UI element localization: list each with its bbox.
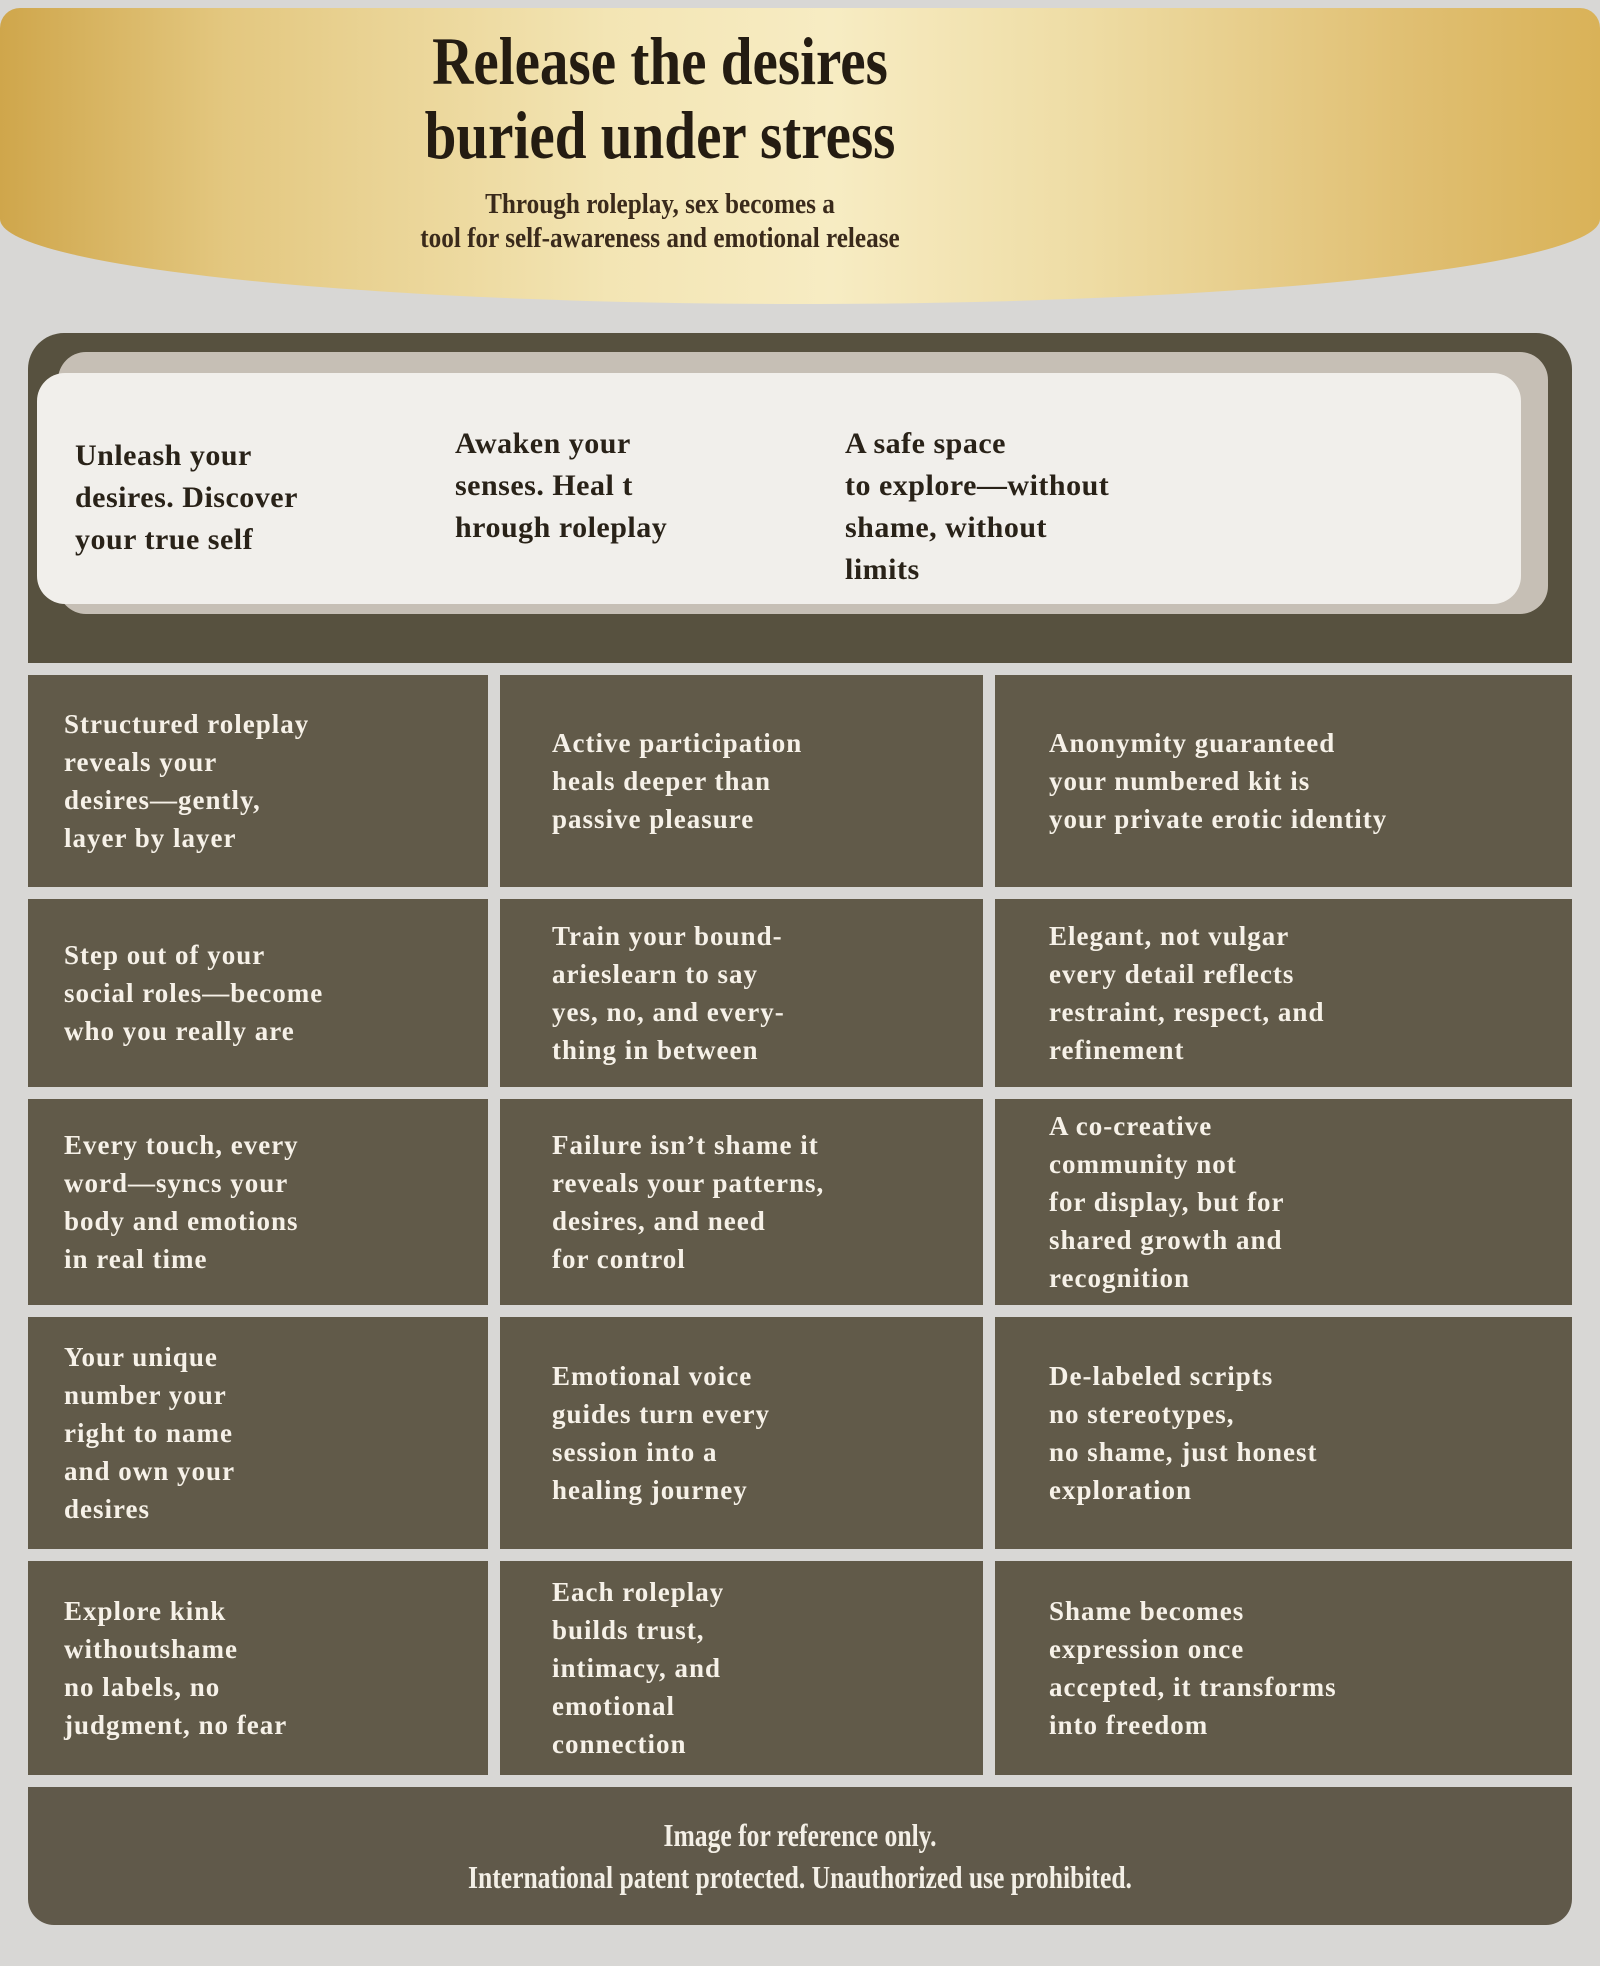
main-content: Unleash your desires. Discover your true… bbox=[28, 333, 1572, 1925]
page-title: Release the desires buried under stress bbox=[424, 23, 896, 173]
grid-cell-r5c2: Each roleplay builds trust, intimacy, an… bbox=[500, 1561, 983, 1775]
grid-cell-r4c2: Emotional voice guides turn every sessio… bbox=[500, 1317, 983, 1549]
footer-disclaimer: Image for reference only. International … bbox=[468, 1817, 1132, 1895]
grid-cell-r5c3: Shame becomes expression once accepted, … bbox=[995, 1561, 1572, 1775]
infographic-page: Release the desires buried under stress … bbox=[0, 8, 1600, 1925]
grid-cell-r1c3: Anonymity guaranteed your numbered kit i… bbox=[995, 675, 1572, 887]
grid-cell-r2c3: Elegant, not vulgar every detail reflect… bbox=[995, 899, 1572, 1087]
grid-cell-r3c2: Failure isn’t shame it reveals your patt… bbox=[500, 1099, 983, 1305]
grid-cell-r1c1: Structured roleplay reveals your desires… bbox=[28, 675, 488, 887]
title-block: Release the desires buried under stress … bbox=[0, 8, 1320, 256]
intro-headline-safe-space: A safe space to explore—without shame, w… bbox=[845, 427, 1110, 586]
grid-cell-r3c1: Every touch, every word—syncs your body … bbox=[28, 1099, 488, 1305]
grid-cell-r4c3: De-labeled scripts no stereotypes, no sh… bbox=[995, 1317, 1572, 1549]
intro-card: Unleash your desires. Discover your true… bbox=[37, 373, 1521, 604]
grid-cell-r2c1: Step out of your social roles—become who… bbox=[28, 899, 488, 1087]
grid-cell-r5c1: Explore kink withoutshame no labels, no … bbox=[28, 1561, 488, 1775]
grid-cell-r3c3: A co-creative community not for display,… bbox=[995, 1099, 1572, 1305]
page-subtitle: Through roleplay, sex becomes a tool for… bbox=[420, 189, 900, 254]
grid-row-2: Step out of your social roles—become who… bbox=[28, 899, 1572, 1087]
footer-bar: Image for reference only. International … bbox=[28, 1787, 1572, 1925]
gold-header-band: Release the desires buried under stress … bbox=[0, 8, 1600, 304]
grid-row-5: Explore kink withoutshame no labels, no … bbox=[28, 1561, 1572, 1775]
grid-cell-r2c2: Train your bound- arieslearn to say yes,… bbox=[500, 899, 983, 1087]
grid-cell-r4c1: Your unique number your right to name an… bbox=[28, 1317, 488, 1549]
benefits-grid: Structured roleplay reveals your desires… bbox=[28, 675, 1572, 1775]
intro-headline-awaken: Awaken your senses. Heal t hrough rolepl… bbox=[455, 427, 668, 544]
grid-row-3: Every touch, every word—syncs your body … bbox=[28, 1099, 1572, 1305]
intro-panel: Unleash your desires. Discover your true… bbox=[28, 333, 1572, 663]
intro-headline-unleash: Unleash your desires. Discover your true… bbox=[75, 439, 298, 556]
grid-row-1: Structured roleplay reveals your desires… bbox=[28, 675, 1572, 887]
grid-row-4: Your unique number your right to name an… bbox=[28, 1317, 1572, 1549]
grid-cell-r1c2: Active participation heals deeper than p… bbox=[500, 675, 983, 887]
